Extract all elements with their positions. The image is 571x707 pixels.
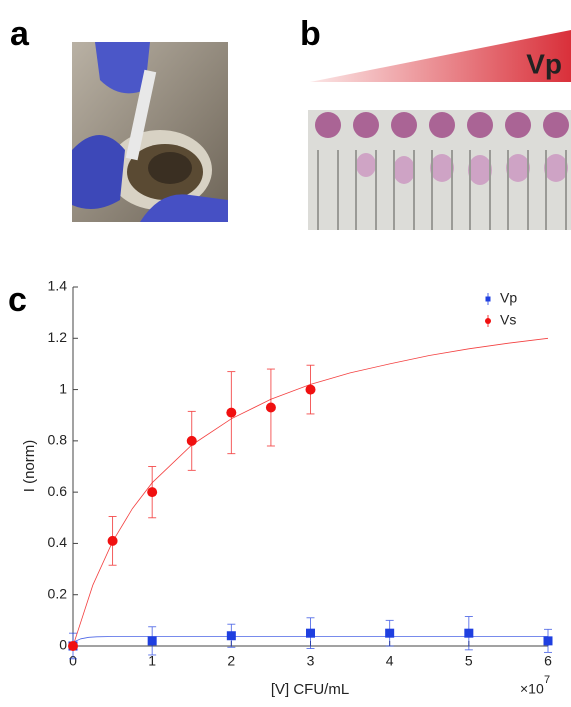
marker [108, 536, 118, 546]
panel-label: b [300, 15, 321, 53]
x-tick-label: 6 [544, 653, 552, 669]
legend-label: Vs [500, 312, 516, 328]
y-tick-label: 1.4 [48, 278, 68, 294]
marker [464, 629, 473, 638]
x-tick-label: 4 [386, 653, 394, 669]
marker [544, 636, 553, 645]
marker [147, 487, 157, 497]
panel-label: a [10, 15, 30, 53]
x-tick-label: 3 [307, 653, 315, 669]
marker [306, 385, 316, 395]
y-tick-label: 1.2 [48, 329, 68, 345]
photo-oyster [72, 42, 228, 222]
y-tick-label: 1 [59, 380, 67, 396]
marker [148, 636, 157, 645]
marker [266, 403, 276, 413]
y-axis-title: I (norm) [21, 440, 38, 493]
x-axis-title: [V] CFU/mL [271, 681, 349, 698]
y-tick-label: 0.4 [48, 534, 68, 550]
marker [306, 629, 315, 638]
y-tick-label: 0.6 [48, 483, 68, 499]
photo-channels [308, 110, 571, 230]
panel-label: c [8, 281, 27, 319]
marker [227, 631, 236, 640]
legend-swatch [486, 297, 491, 302]
marker [68, 641, 78, 651]
y-tick-label: 0.8 [48, 432, 68, 448]
legend-label: Vp [500, 290, 517, 306]
y-tick-label: 0 [59, 637, 67, 653]
x-tick-label: 5 [465, 653, 473, 669]
x-exponent: 7 [544, 674, 550, 686]
marker [226, 408, 236, 418]
figure: a b c Vp I (norm) [V] CFU/mL ×10 7 0 0.2 0… [0, 0, 571, 707]
wedge-label: Vp [526, 48, 562, 79]
marker [385, 629, 394, 638]
marker [187, 436, 197, 446]
legend-swatch [485, 318, 491, 324]
x-multiplier: ×10 [520, 681, 544, 697]
y-tick-label: 0.2 [48, 585, 68, 601]
x-tick-label: 2 [227, 653, 235, 669]
